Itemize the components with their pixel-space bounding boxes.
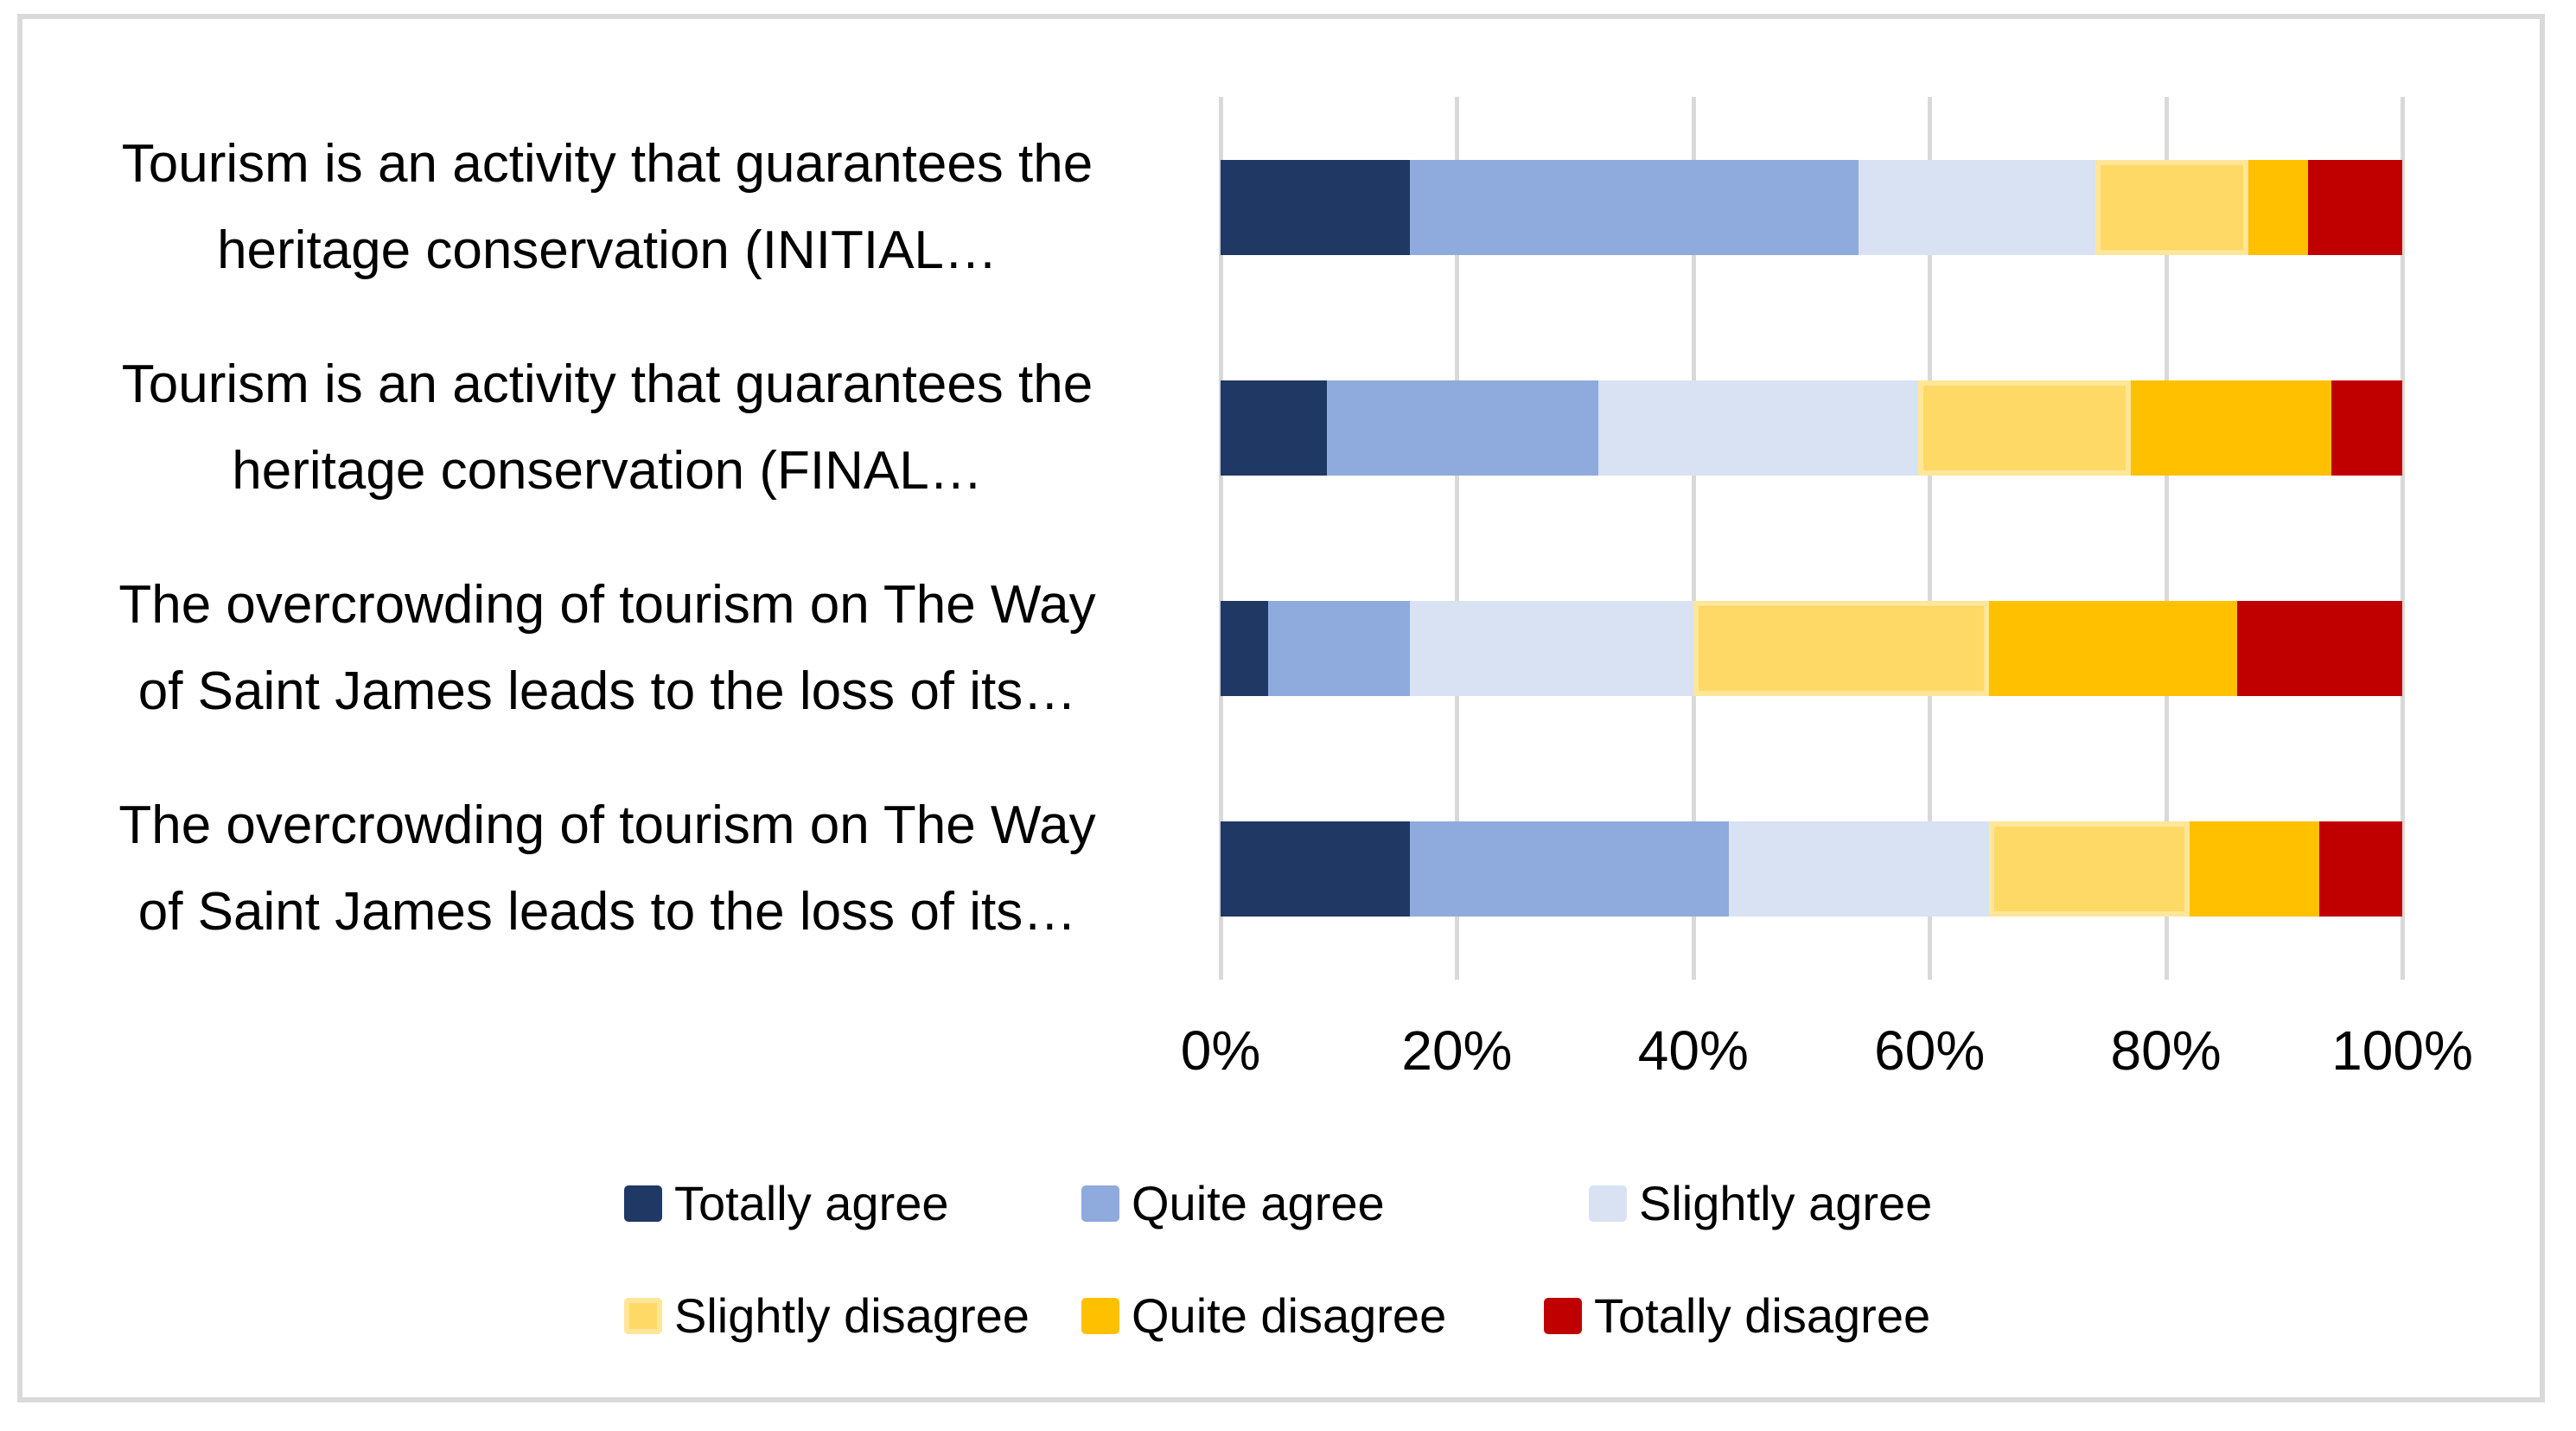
bar-segment-slightly-disagree: [1917, 380, 2131, 476]
bar-segment-quite-agree: [1409, 159, 1859, 255]
bar-segment-slightly-agree: [1728, 821, 1989, 917]
category-label: Tourism is an activity that guarantees t…: [121, 354, 1094, 501]
category-label: The overcrowding of tourism on The Way o…: [118, 795, 1096, 942]
bar-segment-totally-agree: [1221, 159, 1410, 255]
x-axis-tick: 20%: [1401, 1019, 1513, 1082]
bar-segment-quite-disagree: [2130, 380, 2331, 476]
bar-segment-slightly-agree: [1409, 601, 1693, 697]
bar-segment-quite-agree: [1409, 821, 1729, 917]
legend-swatch-icon: [624, 1298, 662, 1334]
legend-item-slightly-agree: Slightly agree: [1589, 1179, 1932, 1228]
x-axis-tick: 80%: [2110, 1019, 2222, 1082]
bar-segment-totally-disagree: [2331, 380, 2402, 476]
legend-item-quite-disagree: Quite disagree: [1081, 1288, 1447, 1343]
category-label: The overcrowding of tourism on The Way o…: [118, 575, 1096, 722]
legend-swatch-icon: [1081, 1185, 1119, 1222]
legend-item-slightly-disagree: Slightly disagree: [624, 1288, 1030, 1343]
x-axis-tick: 0%: [1180, 1019, 1261, 1082]
gridline: [1691, 97, 1696, 980]
gridline: [1928, 97, 1933, 980]
bar-segment-quite-disagree: [1988, 601, 2237, 697]
legend-item-totally-agree: Totally agree: [624, 1179, 949, 1228]
bar-row: [1221, 159, 2402, 255]
legend-label: Totally agree: [674, 1176, 949, 1230]
gridline: [1455, 97, 1460, 980]
bar-segment-slightly-disagree: [1988, 821, 2190, 917]
bar-segment-quite-agree: [1267, 601, 1410, 697]
x-axis-tick: 60%: [1874, 1019, 1986, 1082]
bar-segment-quite-agree: [1327, 380, 1599, 476]
bar-segment-totally-agree: [1221, 601, 1268, 697]
gridline: [2401, 97, 2405, 980]
bar-segment-slightly-agree: [1859, 159, 2095, 255]
legend-label: Quite disagree: [1132, 1288, 1447, 1343]
legend-swatch-icon: [1081, 1298, 1119, 1334]
legend-swatch-icon: [1544, 1298, 1582, 1334]
bar-row: [1221, 601, 2402, 697]
legend-label: Slightly disagree: [674, 1288, 1030, 1343]
bar-segment-slightly-disagree: [2095, 159, 2249, 255]
bar-row: [1221, 821, 2402, 917]
bar-segment-slightly-agree: [1598, 380, 1918, 476]
legend-label: Quite agree: [1132, 1176, 1385, 1230]
bar-segment-totally-agree: [1221, 821, 1410, 917]
legend-swatch-icon: [624, 1185, 662, 1222]
legend-label: Slightly agree: [1639, 1176, 1933, 1230]
gridline: [1219, 97, 1223, 980]
x-axis-tick: 100%: [2331, 1019, 2473, 1082]
bar-segment-slightly-disagree: [1693, 601, 1989, 697]
bar-segment-totally-disagree: [2236, 601, 2402, 697]
legend-item-totally-disagree: Totally disagree: [1544, 1288, 1931, 1343]
bar-row: [1221, 380, 2402, 476]
bar-segment-totally-disagree: [2319, 821, 2402, 917]
legend-item-quite-agree: Quite agree: [1081, 1179, 1385, 1228]
bar-segment-totally-agree: [1221, 380, 1328, 476]
bar-segment-quite-disagree: [2248, 159, 2308, 255]
x-axis-tick: 40%: [1637, 1019, 1749, 1082]
bar-segment-totally-disagree: [2307, 159, 2402, 255]
bar-segment-quite-disagree: [2189, 821, 2320, 917]
legend-swatch-icon: [1589, 1185, 1627, 1222]
gridline: [2164, 97, 2169, 980]
category-label: Tourism is an activity that guarantees t…: [121, 133, 1094, 280]
legend-label: Totally disagree: [1594, 1288, 1931, 1343]
